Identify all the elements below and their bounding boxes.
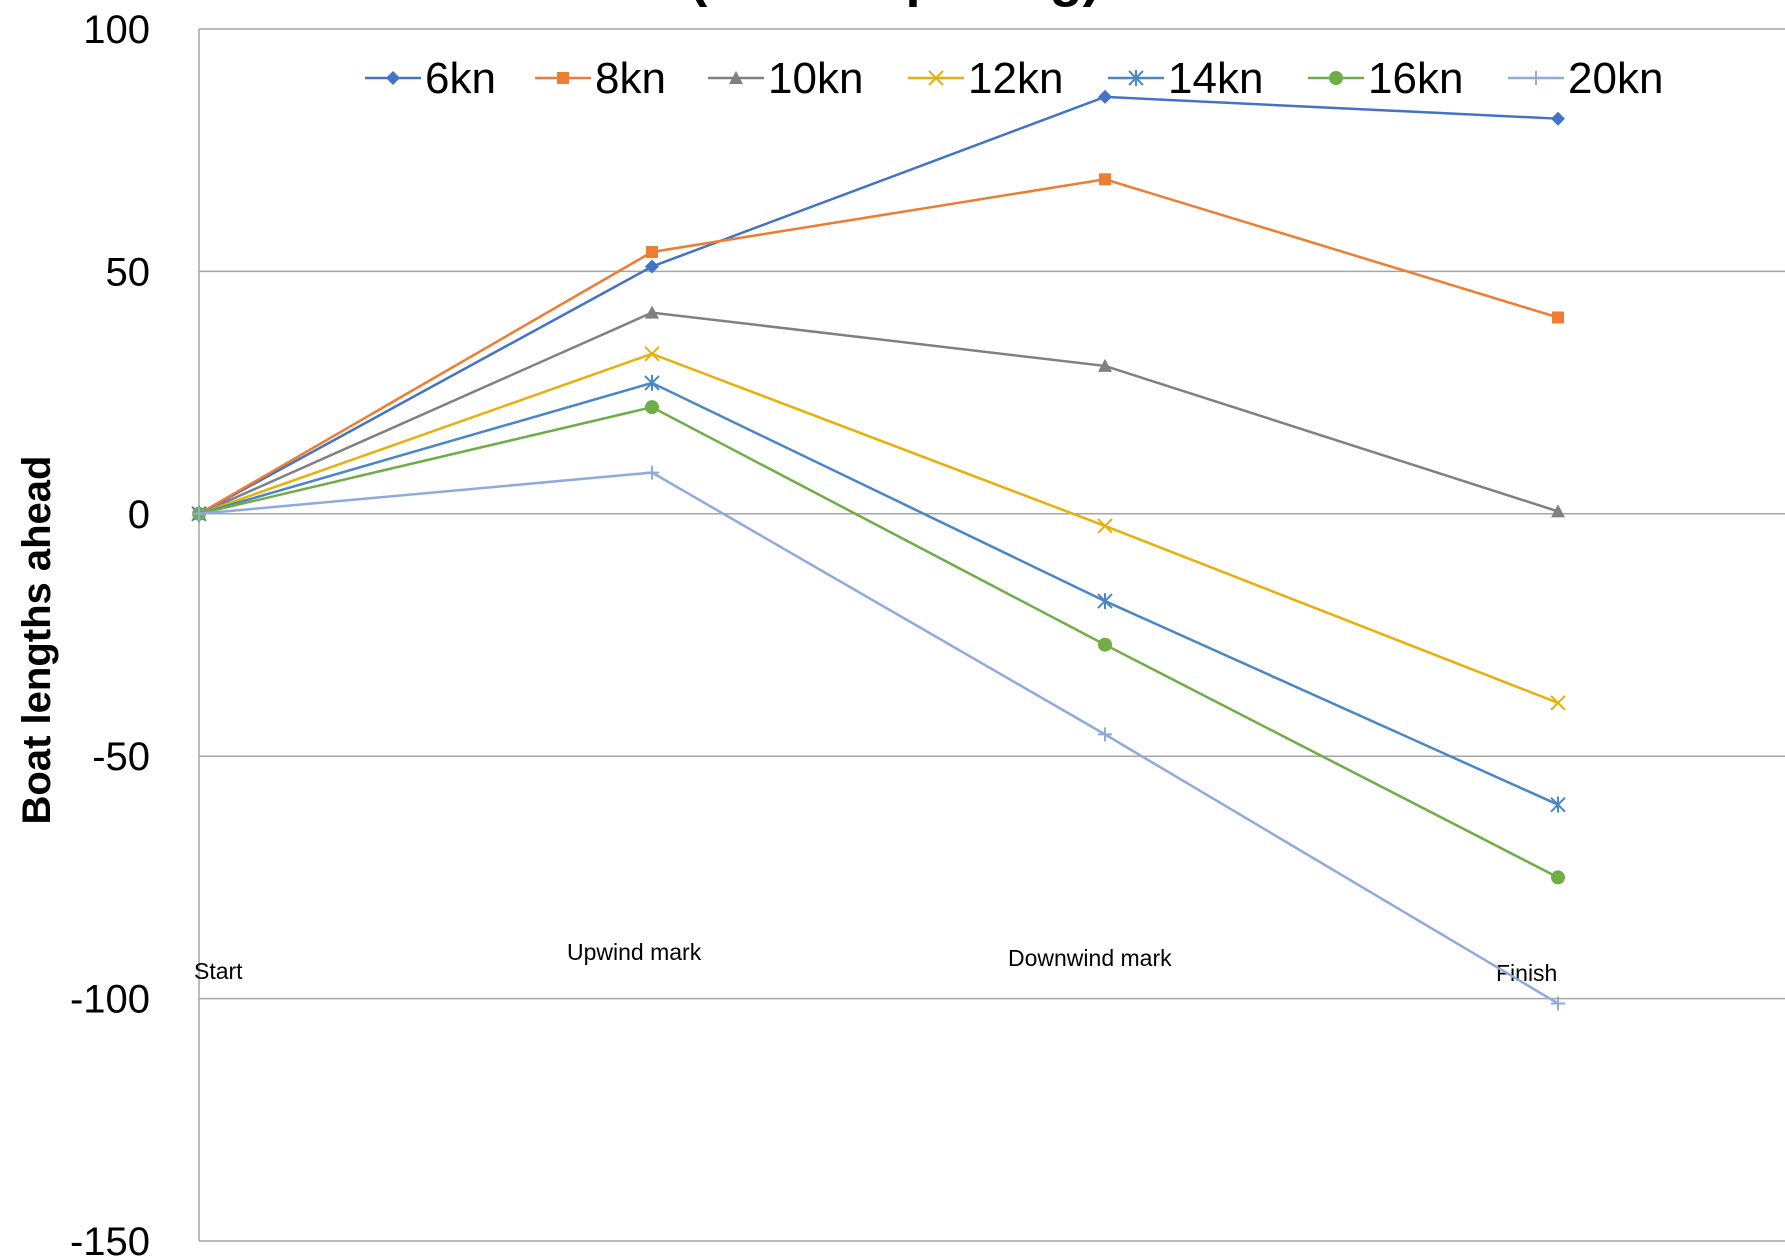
legend-item-8kn: 8kn [535,54,666,103]
series-10kn [192,305,1565,520]
series-8kn-point [1099,173,1111,186]
legend-label: 14kn [1168,54,1263,103]
legend: 6kn 8kn 10kn 12kn 14kn 16kn 20kn [365,54,1663,103]
series-16kn-line [198,405,1559,879]
series-16kn-point [645,400,659,415]
series-10kn-point [645,305,659,319]
legend-14kn-point [1128,70,1144,86]
series-8kn-point [646,246,658,259]
y-tick-label: 100 [83,8,150,52]
legend-label: 12kn [968,54,1063,103]
series-20kn [192,465,1565,1011]
series-6kn-point [1098,89,1112,104]
legend-item-20kn: 20kn [1508,54,1663,103]
legend-item-6kn: 6kn [365,54,496,103]
legend-12kn-point [928,70,944,86]
series-20kn-point [645,465,659,480]
series-14kn-point [644,374,660,391]
series-10kn-point [1551,504,1565,518]
series-20kn-line [198,471,1559,1005]
legend-item-14kn: 14kn [1108,54,1263,103]
legend-label: 10kn [768,54,863,103]
series-14kn-point [1550,796,1566,813]
series-10kn-line [198,311,1559,515]
series-20kn-point [1551,996,1565,1011]
legend-20kn-point [1529,71,1543,85]
series-6kn-line [198,95,1559,515]
series-12kn-point [644,346,660,362]
series-8kn-line [198,178,1559,515]
legend-label: 16kn [1368,54,1463,103]
series-20kn-point [192,506,206,521]
legend-6kn-point [386,71,400,85]
x-category-label: Start [194,958,243,984]
y-tick-label: 0 [128,493,150,537]
series-12kn [191,346,1566,711]
series-14kn-point [1097,593,1113,610]
series-20kn-point [1098,727,1112,742]
y-tick-label: 50 [106,250,151,294]
axes: 100 50 0 -50 -100 -150 Start Upwind mark Downwin… [70,8,1557,1260]
series-12kn-point [1550,695,1566,711]
series-6kn-point [1551,111,1565,126]
y-tick-label: -150 [70,1220,150,1260]
series-8kn-point [1552,311,1564,324]
series-16kn [192,400,1565,885]
series-16kn-point [1098,637,1112,652]
series-12kn-line [198,352,1559,705]
legend-label: 20kn [1568,54,1663,103]
legend-item-10kn: 10kn [708,54,863,103]
legend-label: 8kn [595,54,666,103]
legend-8kn-point [557,72,569,84]
series-14kn-line [198,381,1559,806]
series-10kn-point [1098,358,1112,372]
series-group [191,89,1566,1011]
y-tick-label: -100 [70,978,150,1022]
x-category-label: Downwind mark [1008,945,1172,971]
y-tick-label: -50 [92,735,150,779]
legend-label: 6kn [425,54,496,103]
gridlines [199,28,1785,1242]
legend-16kn-point [1329,71,1343,85]
legend-item-12kn: 12kn [908,54,1063,103]
legend-10kn-point [729,71,743,84]
series-6kn-point [645,259,659,274]
chart-title: (2 miles per leg) [689,0,1100,8]
x-category-label: Upwind mark [567,939,702,965]
legend-item-16kn: 16kn [1308,54,1463,103]
series-16kn-point [1551,870,1565,885]
y-axis-label: Boat lengths ahead [15,456,59,825]
series-12kn-point [1097,518,1113,534]
